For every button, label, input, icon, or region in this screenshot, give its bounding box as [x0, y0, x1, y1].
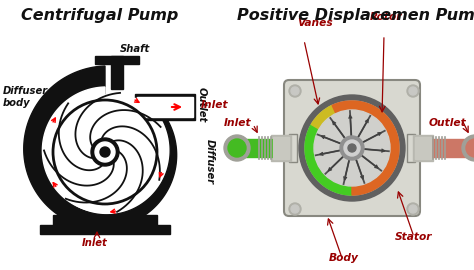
Circle shape	[228, 139, 246, 157]
Circle shape	[91, 138, 119, 166]
Wedge shape	[305, 124, 352, 195]
Circle shape	[314, 110, 390, 186]
Text: Positive Displacemen Pump: Positive Displacemen Pump	[237, 8, 474, 23]
Text: Outlet: Outlet	[197, 87, 207, 123]
Circle shape	[289, 85, 301, 97]
FancyBboxPatch shape	[284, 80, 420, 216]
Circle shape	[289, 203, 301, 215]
Polygon shape	[137, 97, 193, 117]
Circle shape	[340, 136, 364, 160]
Circle shape	[299, 95, 405, 201]
Circle shape	[409, 205, 417, 213]
Text: Centrifugal Pump: Centrifugal Pump	[21, 8, 179, 23]
Polygon shape	[111, 56, 123, 89]
Text: Rotor: Rotor	[370, 12, 402, 22]
Polygon shape	[95, 56, 139, 64]
Circle shape	[348, 144, 356, 152]
Circle shape	[462, 135, 474, 161]
Polygon shape	[135, 94, 195, 120]
Circle shape	[409, 87, 417, 95]
Polygon shape	[415, 137, 431, 159]
Text: Outlet: Outlet	[428, 118, 466, 128]
Polygon shape	[273, 137, 289, 159]
Polygon shape	[237, 139, 272, 157]
Circle shape	[407, 203, 419, 215]
Polygon shape	[53, 215, 157, 225]
Text: Inlet: Inlet	[223, 118, 251, 128]
Polygon shape	[432, 139, 474, 157]
Circle shape	[53, 100, 157, 204]
Circle shape	[291, 87, 299, 95]
Bar	[407, 134, 415, 162]
Circle shape	[305, 101, 399, 195]
Polygon shape	[24, 66, 177, 228]
Polygon shape	[271, 135, 291, 161]
Circle shape	[224, 135, 250, 161]
Bar	[289, 134, 297, 162]
Text: Vanes: Vanes	[297, 18, 333, 28]
Polygon shape	[40, 225, 170, 234]
Polygon shape	[42, 87, 163, 212]
Circle shape	[291, 205, 299, 213]
Text: Inlet: Inlet	[82, 238, 108, 248]
Circle shape	[466, 139, 474, 157]
Polygon shape	[413, 135, 433, 161]
Circle shape	[100, 147, 110, 157]
Circle shape	[407, 85, 419, 97]
Wedge shape	[332, 101, 399, 195]
Circle shape	[95, 142, 115, 162]
Polygon shape	[133, 98, 177, 116]
Text: Stator: Stator	[395, 232, 433, 242]
Text: Diffuser: Diffuser	[205, 139, 215, 185]
Text: Inlet: Inlet	[201, 100, 228, 110]
Text: Body: Body	[329, 253, 359, 263]
Wedge shape	[311, 105, 352, 148]
Text: Diffuser
body: Diffuser body	[3, 86, 48, 108]
Text: Shaft: Shaft	[120, 44, 150, 54]
Circle shape	[344, 140, 360, 156]
